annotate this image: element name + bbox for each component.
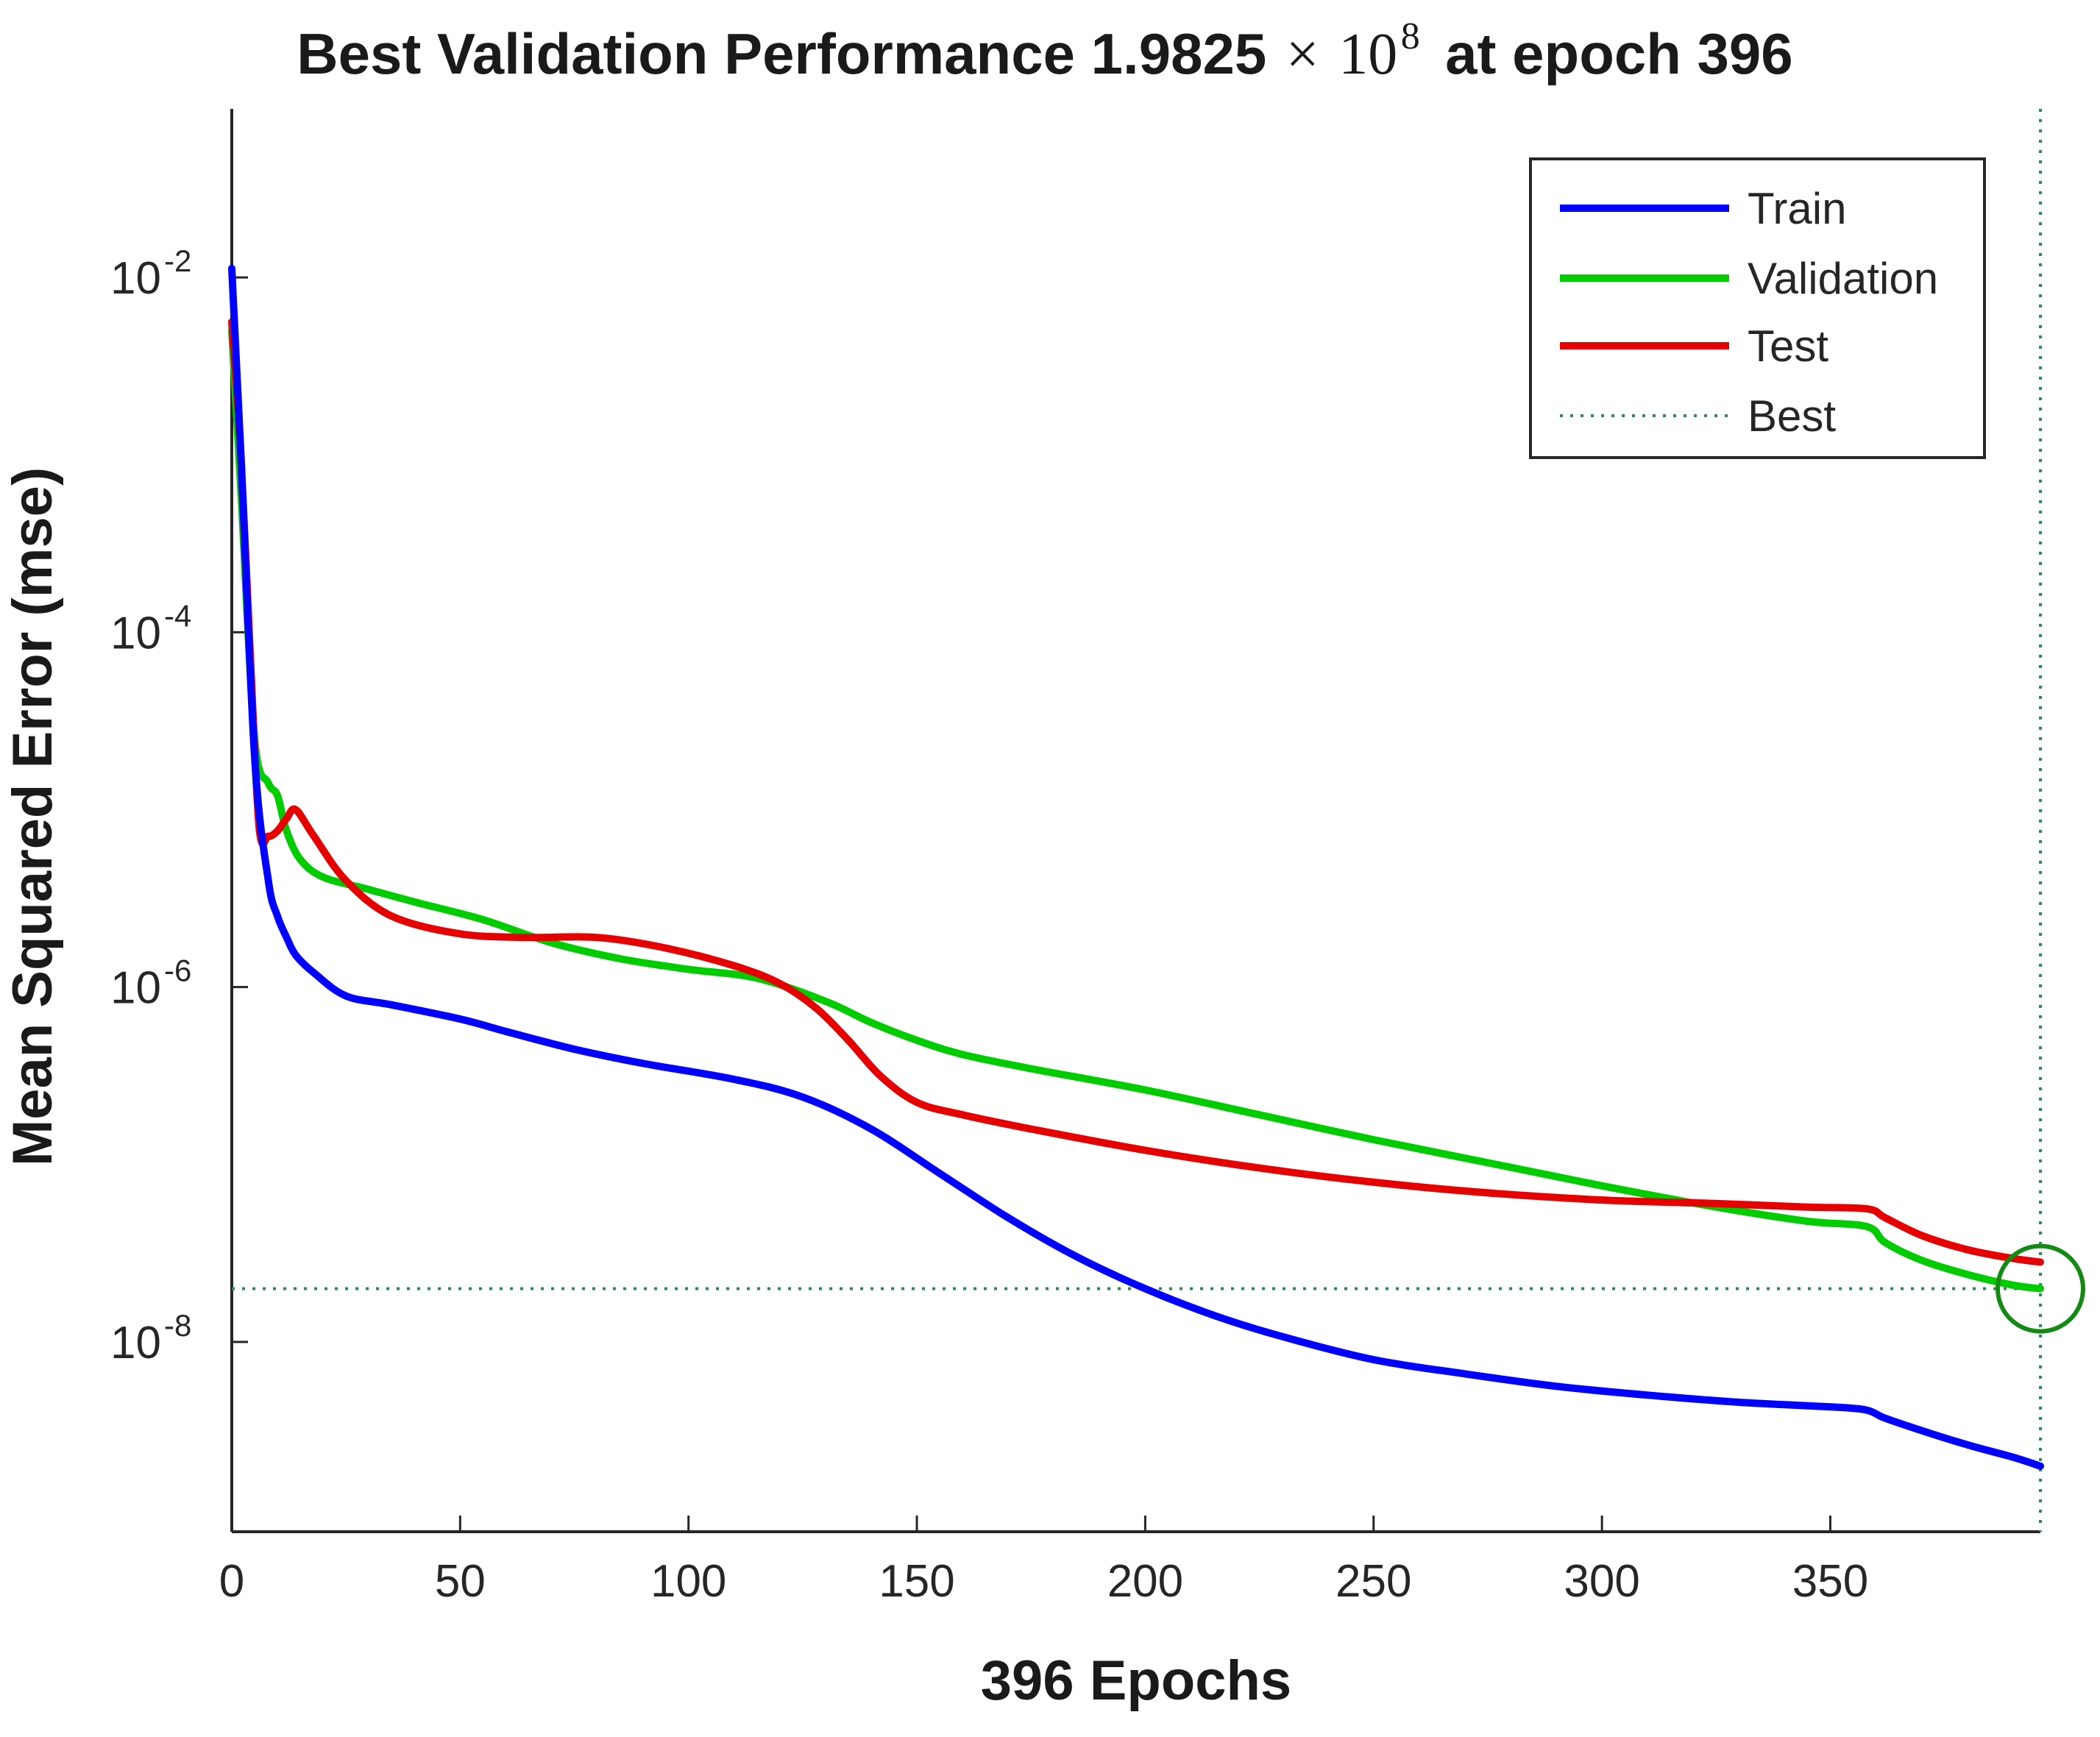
y-ticks: 10-210-410-610-8 bbox=[110, 244, 248, 1368]
y-tick-label: 10-2 bbox=[110, 244, 191, 304]
x-tick-label: 50 bbox=[435, 1556, 486, 1607]
x-tick-label: 250 bbox=[1335, 1556, 1411, 1607]
x-tick-label: 100 bbox=[650, 1556, 726, 1607]
x-tick-label: 0 bbox=[219, 1556, 244, 1607]
y-tick-label: 10-8 bbox=[110, 1308, 191, 1368]
x-tick-label: 150 bbox=[879, 1556, 954, 1607]
series-group bbox=[228, 265, 2044, 1470]
legend-label-test: Test bbox=[1748, 322, 1828, 371]
series-line-test bbox=[228, 318, 2044, 1266]
y-tick-exponent: -4 bbox=[164, 598, 191, 633]
chart-title: Best Validation Performance 1.9825 × 10 … bbox=[297, 15, 1792, 87]
legend: Train Validation Test Best bbox=[1529, 157, 1986, 459]
y-axis-label: Mean Squared Error (mse) bbox=[1, 467, 64, 1166]
best-marker-group bbox=[1996, 1243, 2085, 1334]
legend-label-train: Train bbox=[1748, 184, 1846, 233]
y-tick-exponent: -8 bbox=[164, 1308, 191, 1343]
best-marker bbox=[1996, 1243, 2085, 1334]
y-tick-exponent: -2 bbox=[164, 244, 191, 278]
best-lines bbox=[232, 109, 2042, 1532]
y-tick-base: 10 bbox=[110, 1318, 161, 1368]
chart-title-prefix: Best Validation Performance 1.9825 bbox=[297, 21, 1266, 86]
series-line-train bbox=[228, 265, 2044, 1470]
y-tick-base: 10 bbox=[110, 608, 161, 658]
y-tick-base: 10 bbox=[110, 963, 161, 1014]
y-tick-exponent: -6 bbox=[164, 953, 191, 988]
chart-title-exponent: 8 bbox=[1401, 15, 1420, 57]
y-tick-label: 10-4 bbox=[110, 598, 191, 658]
x-tick-label: 300 bbox=[1564, 1556, 1639, 1607]
x-tick-label: 200 bbox=[1107, 1556, 1183, 1607]
y-tick-base: 10 bbox=[110, 253, 161, 304]
x-axis-label: 396 Epochs bbox=[981, 1649, 1291, 1712]
legend-label-best: Best bbox=[1748, 391, 1836, 441]
x-ticks: 0 50 100 150 200 250 300 350 bbox=[219, 1516, 1868, 1607]
chart-title-base: 10 bbox=[1338, 22, 1397, 87]
chart-title-times: × bbox=[1286, 22, 1319, 87]
series-line-validation bbox=[228, 327, 2044, 1293]
x-tick-label: 350 bbox=[1792, 1556, 1868, 1607]
legend-label-validation: Validation bbox=[1748, 254, 1938, 303]
chart-title-suffix: at epoch 396 bbox=[1445, 21, 1793, 86]
y-tick-label: 10-6 bbox=[110, 953, 191, 1014]
